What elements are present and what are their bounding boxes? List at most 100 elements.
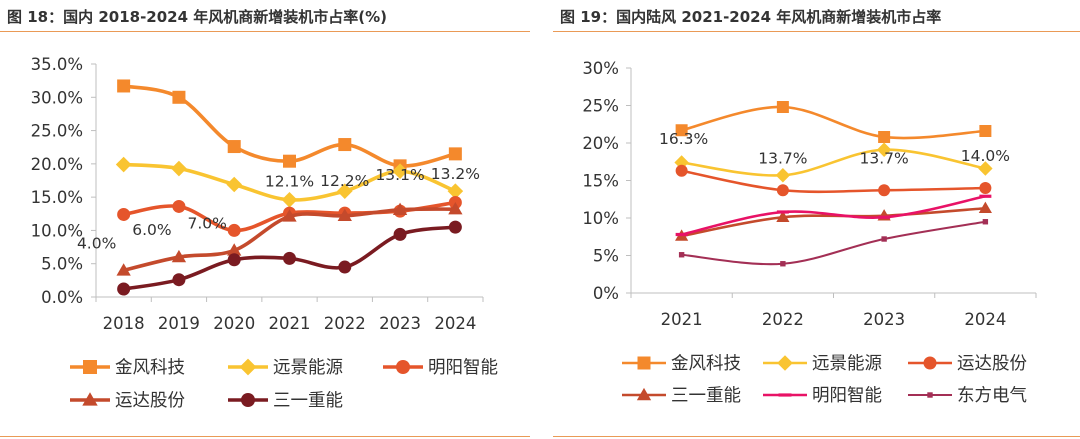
data-label: 13.7% <box>758 149 807 167</box>
data-point <box>776 101 789 113</box>
data-point <box>338 260 352 274</box>
data-point <box>172 273 186 287</box>
data-point <box>392 163 408 179</box>
data-point <box>283 251 296 265</box>
data-point <box>678 252 685 258</box>
legend-label: 三一重能 <box>273 391 343 411</box>
title-divider <box>0 31 530 32</box>
data-label: 13.1% <box>375 166 424 184</box>
data-point <box>338 138 352 152</box>
data-point <box>227 253 241 267</box>
x-tick-label: 2019 <box>158 314 200 333</box>
data-point <box>283 154 296 168</box>
x-tick-label: 2021 <box>269 314 311 333</box>
legend-label: 明阳智能 <box>428 358 498 378</box>
bottom-divider <box>0 436 530 437</box>
legend-label: 明阳智能 <box>812 386 882 406</box>
legend-marker <box>82 392 98 406</box>
data-point <box>227 243 242 256</box>
y-tick-label: 5.0% <box>41 255 83 274</box>
data-point <box>776 184 789 197</box>
data-point <box>979 182 992 194</box>
legend-marker <box>396 360 410 374</box>
data-point <box>336 183 353 199</box>
legend-label: 东方电气 <box>957 386 1027 406</box>
legend-marker <box>636 387 652 401</box>
series-line-2 <box>680 148 987 177</box>
market-share-chart-2018-2024: 0.0% 5.0% 10.0% 15.0% 20.0% 25.0% 30.0% 35.0% 20… <box>31 55 498 411</box>
data-point <box>117 282 131 296</box>
data-point <box>776 210 789 214</box>
legend-marker <box>927 392 933 398</box>
data-point <box>978 161 993 176</box>
data-point <box>448 220 462 234</box>
data-point <box>448 147 462 161</box>
data-point <box>675 164 688 177</box>
data-point <box>117 79 131 93</box>
legend-marker <box>637 356 651 370</box>
data-point <box>172 199 186 213</box>
right-chart-panel: 图 19：国内陆风 2021-2024 年风机商新增装机市占率 0% 5% 10% 1… <box>553 0 1080 439</box>
y-tick-label: 15% <box>582 172 619 191</box>
data-point <box>226 176 243 193</box>
data-point <box>876 142 892 157</box>
data-label: 13.2% <box>431 165 480 183</box>
series-line-5 <box>680 194 987 236</box>
data-point <box>780 261 786 267</box>
data-label: 12.1% <box>265 172 314 190</box>
legend-label: 运达股份 <box>957 354 1027 374</box>
data-label: 7.0% <box>188 214 227 232</box>
left-chart-panel: 图 18：国内 2018-2024 年风机商新增装机市占率(%) 0.0% 5.0… <box>0 0 530 439</box>
data-label: 4.0% <box>77 234 116 252</box>
x-tick-label: 2020 <box>213 314 255 333</box>
y-tick-label: 0% <box>593 284 619 303</box>
data-point <box>115 156 132 173</box>
x-tick-label: 2022 <box>762 310 804 329</box>
data-point <box>281 192 298 208</box>
data-label: 12.2% <box>320 172 369 190</box>
legend-label: 金风科技 <box>115 358 185 378</box>
data-point <box>393 227 407 241</box>
data-point <box>675 232 688 237</box>
data-label: 14.0% <box>961 147 1010 165</box>
data-point <box>675 124 688 137</box>
onshore-market-share-chart-2021-2024: 0% 5% 10% 15% 20% 25% 30% 2021 2022 2023 2024 16.3%… <box>582 59 1037 406</box>
data-point <box>227 223 241 237</box>
y-tick-label: 30% <box>582 59 619 78</box>
data-point <box>978 201 992 214</box>
x-tick-label: 2024 <box>964 310 1006 329</box>
legend-marker <box>239 358 257 376</box>
bottom-divider <box>553 436 1080 437</box>
data-point <box>982 219 989 225</box>
data-point <box>392 202 408 215</box>
data-point <box>776 210 790 223</box>
data-point <box>227 140 241 154</box>
legend-label: 远景能源 <box>812 354 882 374</box>
data-point <box>979 125 992 137</box>
data-point <box>881 236 887 242</box>
y-tick-label: 35.0% <box>31 55 83 74</box>
x-tick-label: 2018 <box>103 314 145 333</box>
data-point <box>171 160 187 177</box>
legend-label: 金风科技 <box>671 354 741 374</box>
data-point <box>171 249 187 263</box>
series-line-3 <box>680 169 987 194</box>
data-label: 6.0% <box>132 221 171 239</box>
data-point <box>878 184 891 197</box>
legend-marker <box>778 393 792 397</box>
y-tick-label: 30.0% <box>31 88 83 107</box>
y-tick-label: 0.0% <box>41 288 83 307</box>
legend-label: 三一重能 <box>671 386 741 406</box>
data-point <box>447 183 464 199</box>
data-point <box>878 215 891 219</box>
y-tick-label: 10% <box>582 209 619 228</box>
x-tick-label: 2023 <box>379 314 421 333</box>
chart-title: 图 18：国内 2018-2024 年风机商新增装机市占率(%) <box>7 8 388 26</box>
title-divider <box>553 31 1080 32</box>
data-label: 13.7% <box>860 149 909 167</box>
series-line-1 <box>680 105 987 140</box>
data-point <box>878 131 891 143</box>
y-tick-label: 5% <box>593 247 619 266</box>
x-tick-label: 2023 <box>863 310 905 329</box>
legend-marker <box>241 393 255 407</box>
